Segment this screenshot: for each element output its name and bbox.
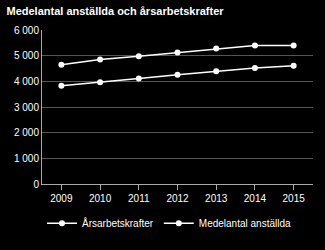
- svg-text:6 000: 6 000: [14, 25, 39, 36]
- svg-text:1 000: 1 000: [14, 153, 39, 164]
- svg-text:Medelantal anställda och årsar: Medelantal anställda och årsarbetskrafte…: [7, 5, 225, 17]
- svg-text:2014: 2014: [244, 193, 267, 204]
- svg-text:4 000: 4 000: [14, 76, 39, 87]
- svg-text:2010: 2010: [89, 193, 112, 204]
- svg-text:2012: 2012: [166, 193, 189, 204]
- svg-text:2 000: 2 000: [14, 127, 39, 138]
- svg-text:2011: 2011: [128, 193, 150, 204]
- svg-text:Medelantal anställda: Medelantal anställda: [199, 218, 291, 229]
- svg-text:3 000: 3 000: [14, 102, 39, 113]
- svg-text:2009: 2009: [50, 193, 73, 204]
- svg-text:2015: 2015: [283, 193, 306, 204]
- svg-text:2013: 2013: [205, 193, 228, 204]
- svg-text:5 000: 5 000: [14, 50, 39, 61]
- svg-text:0: 0: [33, 179, 39, 190]
- svg-text:Årsarbetskrafter: Årsarbetskrafter: [82, 217, 154, 229]
